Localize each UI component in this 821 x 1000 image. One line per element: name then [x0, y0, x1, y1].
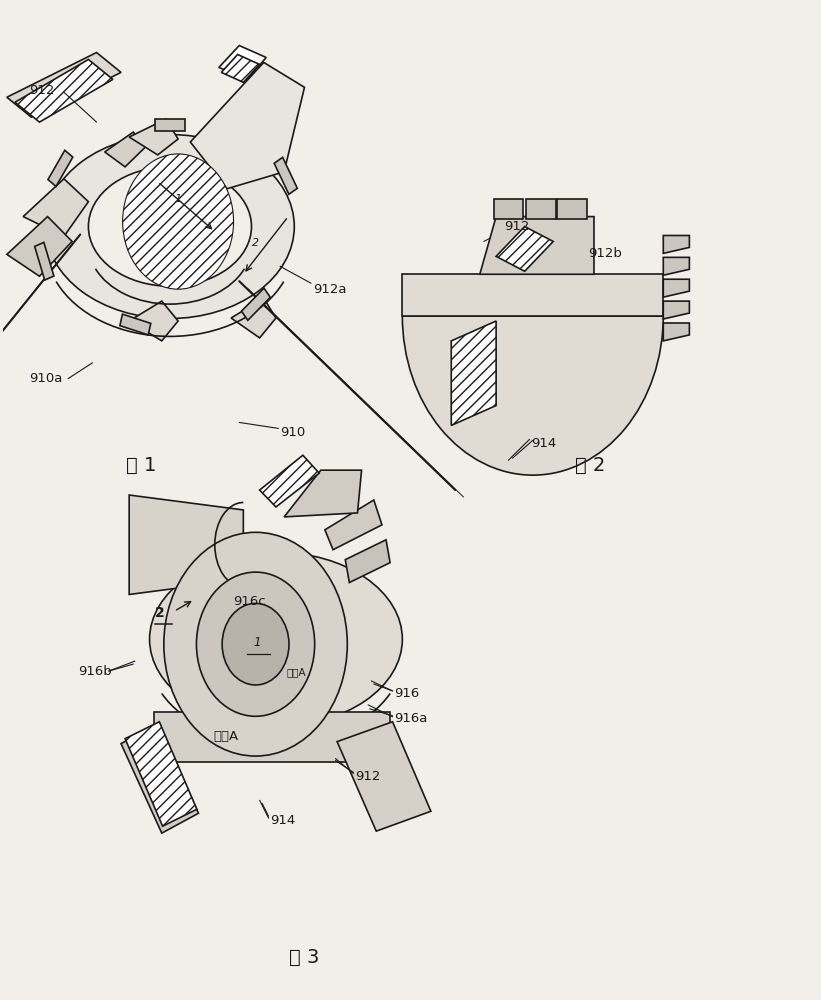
Polygon shape: [274, 157, 297, 194]
Text: 图 2: 图 2: [575, 456, 605, 475]
Polygon shape: [346, 540, 390, 583]
Polygon shape: [154, 712, 390, 762]
Polygon shape: [7, 217, 72, 276]
Text: 910: 910: [280, 426, 305, 439]
Polygon shape: [284, 470, 361, 517]
Polygon shape: [663, 279, 690, 297]
Polygon shape: [219, 46, 266, 79]
Polygon shape: [231, 298, 276, 338]
Polygon shape: [663, 323, 690, 341]
Polygon shape: [496, 227, 553, 271]
Text: 图 1: 图 1: [126, 456, 157, 475]
Text: 2: 2: [251, 238, 259, 248]
Text: 图 3: 图 3: [289, 948, 319, 967]
Polygon shape: [34, 242, 54, 280]
Ellipse shape: [89, 167, 251, 286]
Polygon shape: [105, 132, 145, 167]
Ellipse shape: [46, 135, 294, 319]
Ellipse shape: [222, 603, 289, 685]
Polygon shape: [663, 257, 690, 275]
Text: 细节A: 细节A: [213, 730, 238, 743]
Polygon shape: [526, 199, 556, 219]
Text: 916b: 916b: [78, 665, 112, 678]
Text: 910a: 910a: [29, 372, 62, 385]
Polygon shape: [129, 495, 243, 594]
Polygon shape: [452, 321, 496, 425]
Ellipse shape: [196, 572, 314, 716]
Polygon shape: [222, 54, 259, 82]
Text: 916: 916: [394, 687, 420, 700]
Text: 914: 914: [531, 437, 557, 450]
Text: 细节A: 细节A: [287, 667, 306, 677]
Polygon shape: [120, 314, 151, 335]
Text: 916c: 916c: [232, 595, 265, 608]
Ellipse shape: [149, 552, 402, 726]
Polygon shape: [479, 217, 594, 274]
Text: 912a: 912a: [313, 283, 346, 296]
Text: 914: 914: [270, 814, 296, 827]
Text: 1: 1: [254, 636, 261, 649]
Polygon shape: [557, 199, 587, 219]
Polygon shape: [241, 288, 270, 320]
Polygon shape: [48, 150, 73, 186]
Polygon shape: [155, 119, 185, 131]
Wedge shape: [122, 154, 233, 289]
Text: 912b: 912b: [589, 247, 622, 260]
Polygon shape: [190, 62, 305, 189]
Polygon shape: [7, 52, 121, 117]
Polygon shape: [129, 301, 178, 341]
Wedge shape: [402, 316, 663, 475]
Ellipse shape: [164, 532, 347, 756]
Polygon shape: [663, 301, 690, 319]
Polygon shape: [23, 179, 89, 236]
Polygon shape: [493, 199, 523, 219]
Polygon shape: [402, 274, 663, 316]
Polygon shape: [325, 500, 382, 550]
Polygon shape: [125, 722, 197, 826]
Polygon shape: [15, 59, 112, 122]
Text: 916a: 916a: [394, 712, 428, 725]
Text: 912: 912: [29, 84, 54, 97]
Polygon shape: [663, 235, 690, 253]
Polygon shape: [129, 119, 178, 155]
Text: 912: 912: [504, 220, 530, 233]
Polygon shape: [337, 722, 431, 831]
Text: 2: 2: [155, 606, 165, 620]
Polygon shape: [121, 724, 199, 833]
Polygon shape: [259, 455, 319, 507]
Text: 1: 1: [174, 194, 181, 204]
Text: 912: 912: [355, 770, 380, 783]
